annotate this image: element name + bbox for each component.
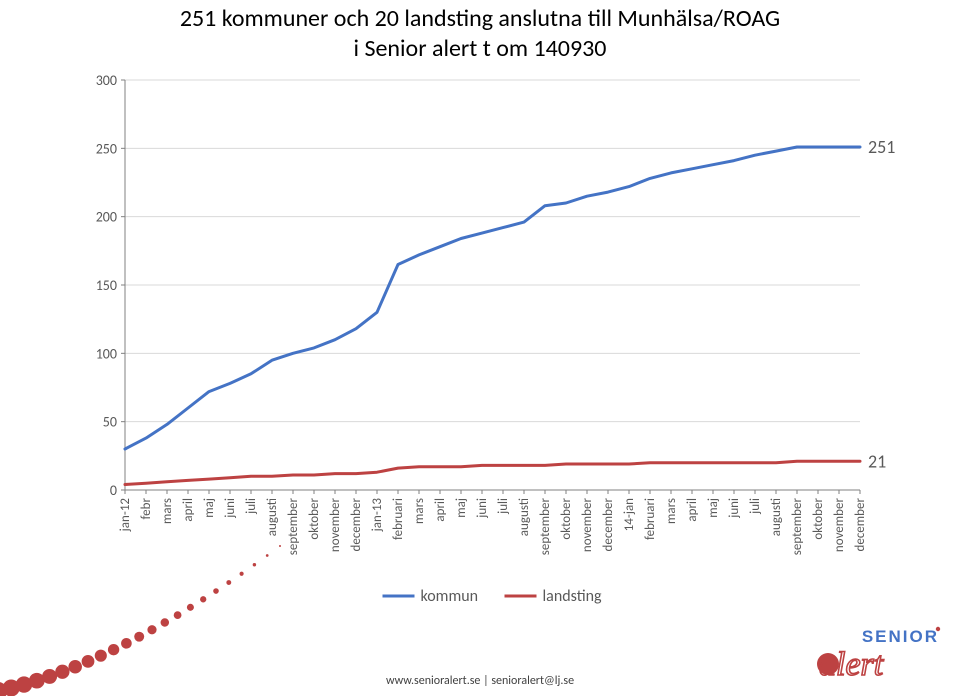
svg-text:oktober: oktober <box>559 498 574 540</box>
svg-text:juni: juni <box>475 498 490 519</box>
svg-text:jan-13: jan-13 <box>370 498 385 533</box>
logo-top-text: SENIOR <box>862 627 939 646</box>
svg-text:150: 150 <box>96 277 117 294</box>
footer-text: www.senioralert.se | senioralert@lj.se <box>0 674 960 688</box>
svg-text:april: april <box>181 498 196 522</box>
svg-text:februari: februari <box>391 498 406 540</box>
title-line-2: i Senior alert t om 140930 <box>354 34 607 63</box>
svg-text:jan-12: jan-12 <box>118 498 133 533</box>
svg-text:kommun: kommun <box>421 587 479 606</box>
svg-text:maj: maj <box>706 498 721 518</box>
svg-text:juli: juli <box>244 498 259 515</box>
svg-text:maj: maj <box>202 498 217 518</box>
svg-text:mars: mars <box>664 498 679 524</box>
page-title: 251 kommuner och 20 landsting anslutna t… <box>0 0 960 64</box>
svg-text:september: september <box>790 498 805 556</box>
svg-text:febr: febr <box>139 498 154 520</box>
line-chart: 0 50 100 150 200 250 300 jan-12 febr mars april maj… <box>80 70 910 590</box>
svg-text:april: april <box>685 498 700 522</box>
title-line-1: 251 kommuner och 20 landsting anslutna t… <box>180 4 780 33</box>
svg-text:21: 21 <box>868 450 886 472</box>
svg-text:december: december <box>853 498 868 552</box>
svg-text:juni: juni <box>727 498 742 519</box>
logo-dot <box>936 627 940 631</box>
svg-text:250: 250 <box>96 140 117 157</box>
svg-text:december: december <box>601 498 616 552</box>
svg-text:maj: maj <box>454 498 469 518</box>
svg-text:300: 300 <box>96 72 117 89</box>
svg-text:juli: juli <box>496 498 511 515</box>
svg-text:251: 251 <box>868 136 895 158</box>
svg-text:200: 200 <box>96 209 117 226</box>
svg-text:september: september <box>286 498 301 556</box>
svg-text:november: november <box>832 498 847 553</box>
svg-text:augusti: augusti <box>265 498 280 536</box>
svg-text:mars: mars <box>412 498 427 524</box>
svg-text:april: april <box>433 498 448 522</box>
svg-text:landsting: landsting <box>543 587 603 606</box>
svg-text:februari: februari <box>643 498 658 540</box>
svg-text:juni: juni <box>223 498 238 519</box>
svg-text:mars: mars <box>160 498 175 524</box>
svg-text:0: 0 <box>110 482 117 499</box>
svg-text:december: december <box>349 498 364 552</box>
svg-text:september: september <box>538 498 553 556</box>
svg-text:augusti: augusti <box>769 498 784 536</box>
svg-text:50: 50 <box>103 414 117 431</box>
svg-text:oktober: oktober <box>307 498 322 540</box>
svg-text:juli: juli <box>748 498 763 515</box>
chart-svg: 0 50 100 150 200 250 300 jan-12 febr mars april maj… <box>80 70 910 615</box>
svg-text:november: november <box>328 498 343 553</box>
svg-text:14-jan: 14-jan <box>622 498 637 531</box>
svg-text:100: 100 <box>96 345 117 362</box>
svg-text:november: november <box>580 498 595 553</box>
svg-text:oktober: oktober <box>811 498 826 540</box>
svg-text:augusti: augusti <box>517 498 532 536</box>
